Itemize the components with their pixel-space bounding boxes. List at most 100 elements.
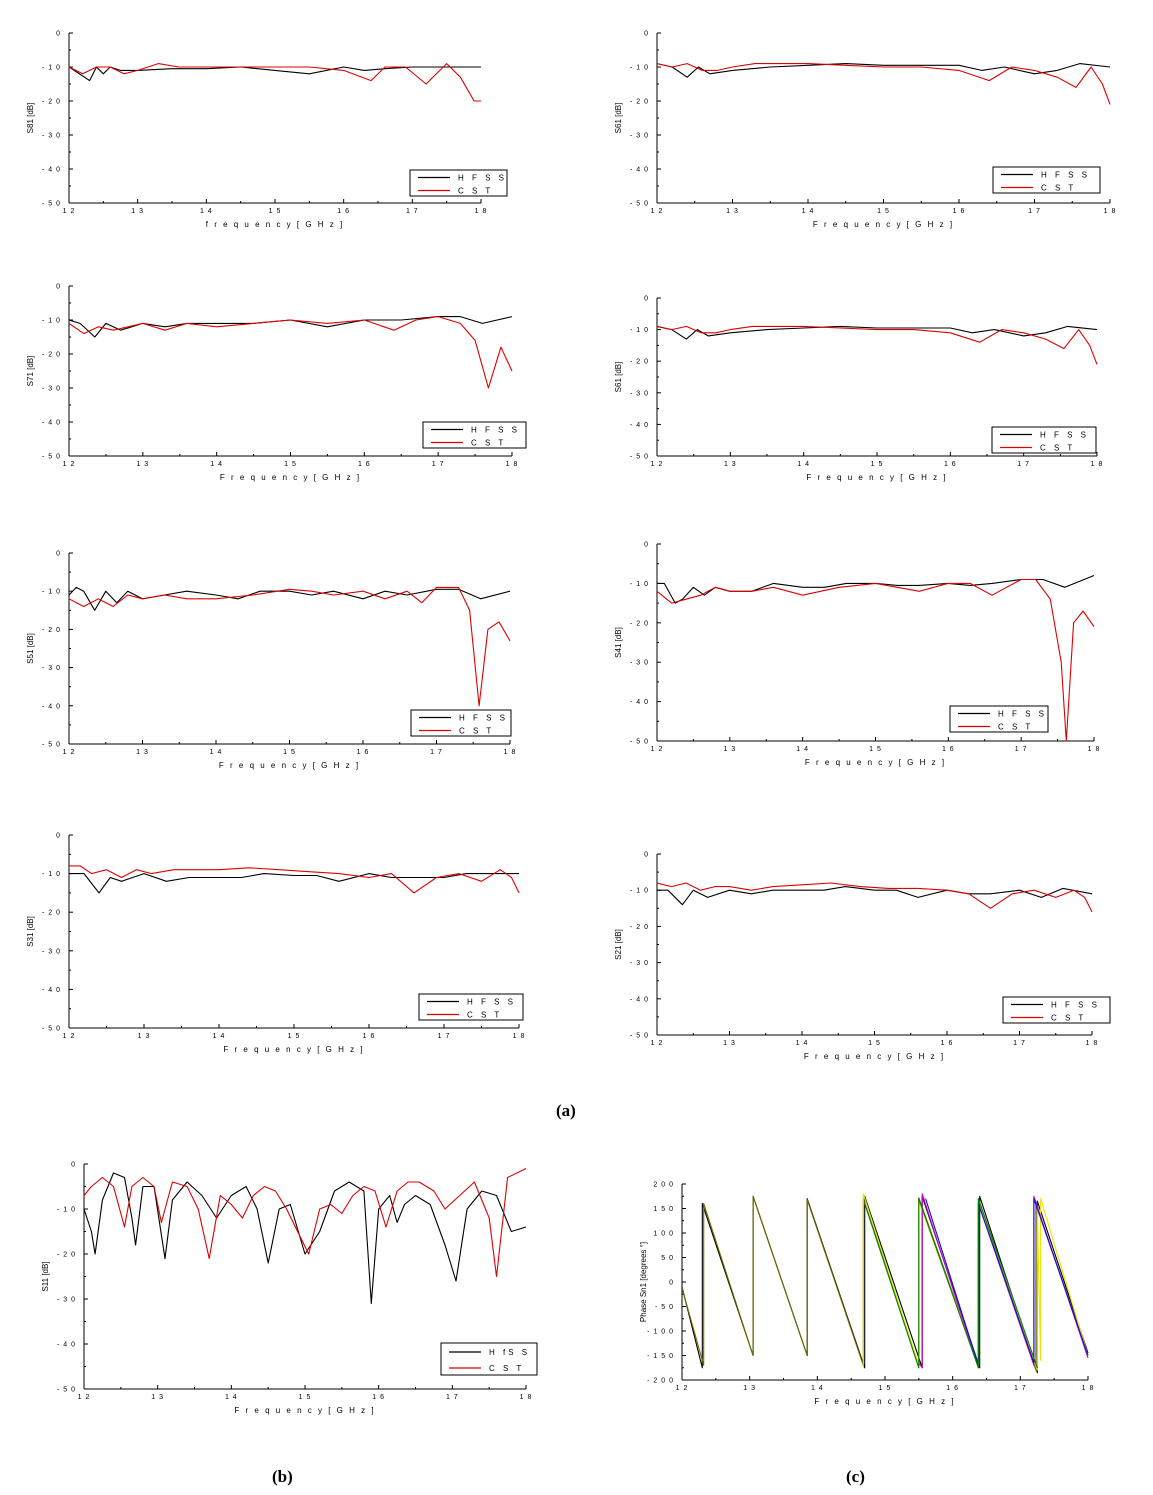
y-tick-label: 0 xyxy=(644,542,649,549)
legend-box xyxy=(410,709,512,737)
x-axis-title: F r e q u e n c y [ G H z ] xyxy=(806,473,947,482)
x-tick-label: 1 5 xyxy=(283,749,296,756)
x-tick-label: 1 6 xyxy=(358,461,371,468)
x-tick-label: 1 6 xyxy=(372,1394,385,1401)
s61-svg: 0 - 1 0 - 2 0 - 3 0 - 4 0 - 5 01 2 1 3 1 4 1 5 1 … xyxy=(614,31,1117,230)
x-axis-title: F r e q u e n c y [ G H z ] xyxy=(220,473,361,482)
s81-svg: 0 - 1 0 - 2 0 - 3 0 - 4 0 - 5 01 2 1 3 1 4 1 5 1 … xyxy=(26,31,508,229)
x-tick-label: 1 3 xyxy=(151,1394,164,1401)
y-tick-label: - 3 0 xyxy=(630,660,649,667)
y-tick-label: - 5 0 xyxy=(630,454,649,461)
y-tick-label: 0 xyxy=(644,852,649,859)
y-tick-label: - 5 0 xyxy=(630,1033,649,1040)
x-tick-label: 1 2 xyxy=(63,1033,76,1040)
y-tick-label: - 1 0 xyxy=(630,65,649,72)
x-tick-label: 1 8 xyxy=(520,1394,533,1401)
y-tick-label: - 2 0 xyxy=(42,910,61,917)
x-tick-label: 1 5 xyxy=(879,1385,892,1392)
x-tick-label: 1 6 xyxy=(357,749,370,756)
series-hfss xyxy=(84,1172,527,1305)
x-tick-label: 1 3 xyxy=(723,746,736,753)
y-axis-title: S21 [dB] xyxy=(614,929,623,960)
s71-svg: 0 - 1 0 - 2 0 - 3 0 - 4 0 - 5 01 2 1 3 1 4 1 5 1 … xyxy=(26,284,527,482)
series-cst xyxy=(69,865,520,894)
y-tick-label: 0 xyxy=(56,31,61,38)
y-tick-label: 0 xyxy=(644,31,649,38)
legend-label: C S T xyxy=(1040,444,1075,453)
x-axis-title: F r e q u e n c y [ G H z ] xyxy=(223,1045,364,1054)
y-axis-title: S51 [dB] xyxy=(26,633,35,664)
y-tick-label: - 2 0 xyxy=(42,352,61,359)
x-tick-label: 1 3 xyxy=(136,749,149,756)
s11-svg: 0 - 1 0 - 2 0 - 3 0 - 4 0 - 5 01 2 1 3 1 4 1 5 1 … xyxy=(41,1162,538,1415)
y-tick-label: - 2 0 xyxy=(42,99,61,106)
y-tick-label: - 1 0 xyxy=(42,871,61,878)
series-blue xyxy=(925,1198,1089,1366)
x-tick-label: 1 6 xyxy=(337,208,350,215)
y-tick-label: 0 xyxy=(71,1162,76,1169)
legend-label: H F S S xyxy=(459,714,508,723)
series-hfss xyxy=(657,886,1093,906)
y-tick-label: - 4 0 xyxy=(630,422,649,429)
x-tick-label: 1 4 xyxy=(796,1040,809,1047)
legend-label: H F S S xyxy=(1051,1001,1100,1010)
x-axis-title: F r e q u e n c y [ G H z ] xyxy=(805,758,946,767)
y-tick-label: - 1 0 xyxy=(57,1207,76,1214)
y-axis-title: S11 [dB] xyxy=(41,1261,50,1291)
s21-svg: 0 - 1 0 - 2 0 - 3 0 - 4 0 - 5 01 2 1 3 1 4 1 5 1 … xyxy=(614,852,1111,1061)
series-cst xyxy=(84,1168,527,1278)
x-tick-label: 1 7 xyxy=(1015,746,1028,753)
series-hfss xyxy=(69,873,519,894)
x-tick-label: 1 2 xyxy=(63,208,76,215)
legend-box xyxy=(992,166,1101,194)
y-tick-label: - 5 0 xyxy=(655,1304,674,1311)
series-hfss xyxy=(69,66,481,82)
legend-label: C S T xyxy=(1051,1014,1086,1023)
series-hfss xyxy=(69,316,513,338)
legend-label: C S T xyxy=(489,1364,524,1373)
y-tick-label: - 1 0 xyxy=(630,581,649,588)
legend-label: H F S S xyxy=(471,426,520,435)
y-tick-label: - 4 0 xyxy=(42,987,61,994)
series-hfss xyxy=(657,63,1111,78)
x-tick-label: 1 7 xyxy=(446,1394,459,1401)
x-tick-label: 1 8 xyxy=(504,749,517,756)
x-tick-label: 1 8 xyxy=(506,461,519,468)
series-cst xyxy=(69,316,513,389)
y-axis-title: S71 [dB] xyxy=(26,356,35,387)
legend-label: H F S S xyxy=(467,998,516,1007)
s51-svg: 0 - 1 0 - 2 0 - 3 0 - 4 0 - 5 01 2 1 3 1 4 1 5 1 … xyxy=(26,551,517,771)
legend-label: C S T xyxy=(1041,184,1076,193)
x-tick-label: 1 2 xyxy=(676,1385,689,1392)
y-tick-label: - 2 0 xyxy=(57,1252,76,1259)
x-axis-title: F r e q u e n c y [ G H z ] xyxy=(814,1397,955,1406)
x-axis-title: F r e q u e n c y [ G H z ] xyxy=(804,1052,945,1061)
y-axis-title: S31 [dB] xyxy=(26,916,35,947)
y-tick-label: - 2 0 xyxy=(630,924,649,931)
x-axis-title: F r e q u e n c y [ G H z ] xyxy=(234,1406,375,1415)
x-tick-label: 1 5 xyxy=(871,461,884,468)
y-tick-label: - 5 0 xyxy=(630,201,649,208)
y-tick-label: - 1 0 xyxy=(42,65,61,72)
series-cst xyxy=(657,882,1093,913)
legend-box xyxy=(440,1342,538,1376)
series-cst xyxy=(69,586,511,707)
y-tick-label: - 3 0 xyxy=(630,133,649,140)
y-tick-label: - 4 0 xyxy=(42,167,61,174)
caption-b: (b) xyxy=(272,1467,293,1486)
y-tick-label: - 3 0 xyxy=(630,390,649,397)
y-axis-title: S61 [dB] xyxy=(614,103,623,134)
x-tick-label: 1 5 xyxy=(869,746,882,753)
y-tick-label: - 3 0 xyxy=(42,133,61,140)
y-tick-label: - 2 0 xyxy=(42,627,61,634)
x-tick-label: 1 8 xyxy=(1082,1385,1095,1392)
x-axis-title: f r e q u e n c y [ G H z ] xyxy=(206,220,344,229)
y-tick-label: 0 xyxy=(669,1280,674,1287)
x-tick-label: 1 8 xyxy=(475,208,488,215)
x-tick-label: 1 2 xyxy=(651,208,664,215)
y-tick-label: - 4 0 xyxy=(57,1342,76,1349)
x-tick-label: 1 8 xyxy=(1104,208,1117,215)
series-cst xyxy=(657,63,1111,105)
